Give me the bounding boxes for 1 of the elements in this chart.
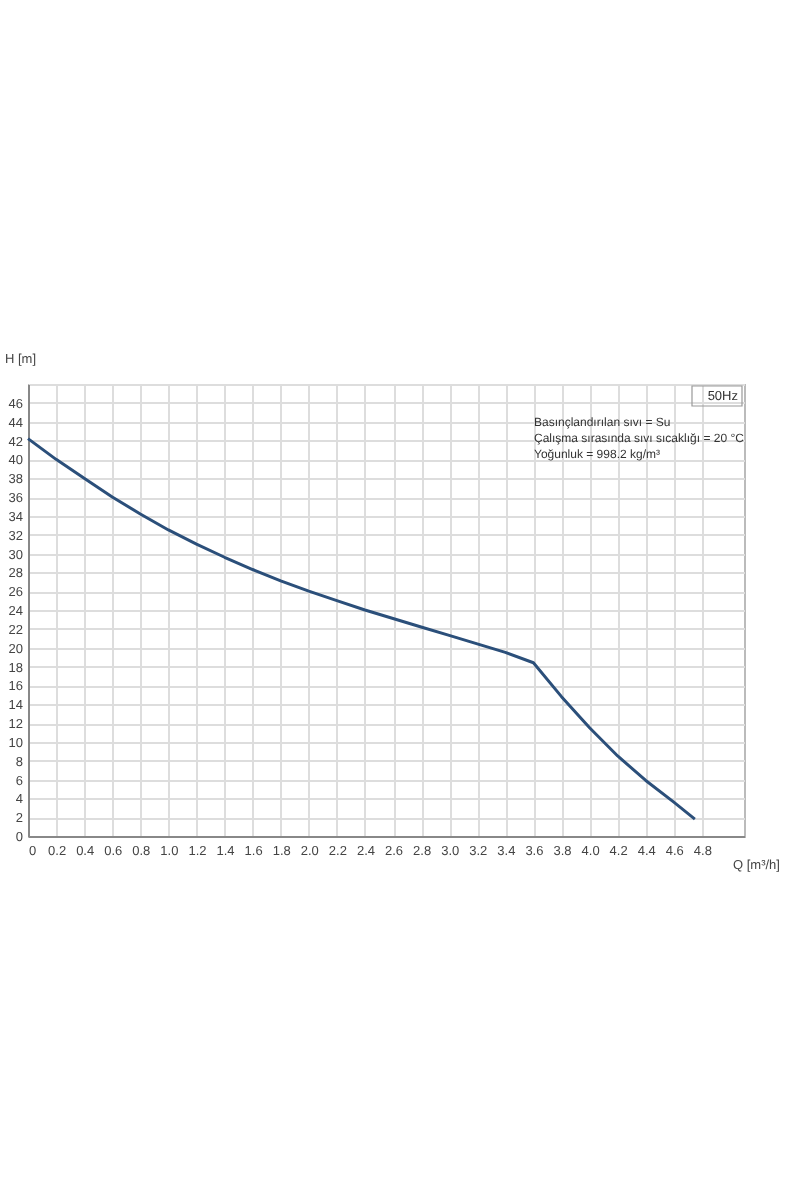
line-series <box>26 437 697 821</box>
